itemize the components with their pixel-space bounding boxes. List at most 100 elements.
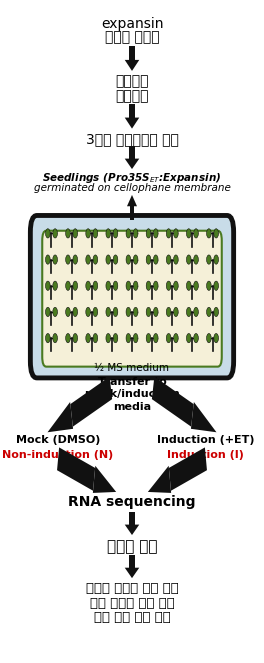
Polygon shape — [125, 158, 139, 169]
Ellipse shape — [194, 255, 198, 264]
Polygon shape — [129, 146, 135, 158]
Ellipse shape — [46, 229, 50, 238]
Polygon shape — [70, 377, 112, 427]
Ellipse shape — [174, 333, 178, 343]
Text: mock/induction: mock/induction — [84, 389, 180, 399]
Ellipse shape — [46, 281, 50, 290]
Ellipse shape — [133, 333, 138, 343]
Ellipse shape — [207, 281, 211, 290]
Ellipse shape — [174, 229, 178, 238]
Polygon shape — [93, 466, 116, 493]
Ellipse shape — [46, 333, 50, 343]
FancyBboxPatch shape — [30, 215, 234, 378]
Ellipse shape — [113, 229, 118, 238]
Ellipse shape — [86, 255, 91, 264]
Ellipse shape — [73, 255, 78, 264]
Ellipse shape — [166, 255, 171, 264]
Ellipse shape — [133, 281, 138, 290]
Ellipse shape — [153, 333, 158, 343]
Ellipse shape — [113, 281, 118, 290]
Text: Non-induction (N): Non-induction (N) — [2, 450, 114, 459]
Ellipse shape — [73, 281, 78, 290]
Ellipse shape — [93, 281, 98, 290]
Ellipse shape — [86, 333, 91, 343]
Text: media: media — [113, 402, 151, 412]
Ellipse shape — [214, 308, 219, 317]
Text: ½ MS medium: ½ MS medium — [95, 363, 169, 373]
Ellipse shape — [86, 308, 91, 317]
Ellipse shape — [194, 333, 198, 343]
Ellipse shape — [174, 308, 178, 317]
Text: RNA sequencing: RNA sequencing — [68, 495, 196, 509]
Ellipse shape — [66, 333, 70, 343]
Ellipse shape — [214, 255, 219, 264]
Ellipse shape — [73, 229, 78, 238]
Polygon shape — [152, 377, 194, 427]
Text: Induction (I): Induction (I) — [167, 450, 244, 459]
Ellipse shape — [46, 255, 50, 264]
Ellipse shape — [53, 229, 58, 238]
Ellipse shape — [153, 229, 158, 238]
Text: Induction (+ET): Induction (+ET) — [157, 435, 255, 445]
Ellipse shape — [46, 308, 50, 317]
Text: 선별된 유전자 발현 확인: 선별된 유전자 발현 확인 — [86, 582, 178, 595]
Ellipse shape — [194, 229, 198, 238]
Polygon shape — [148, 466, 171, 493]
Ellipse shape — [166, 333, 171, 343]
Ellipse shape — [146, 308, 151, 317]
Text: 애기장대: 애기장대 — [115, 74, 149, 88]
Ellipse shape — [133, 229, 138, 238]
Ellipse shape — [113, 255, 118, 264]
FancyBboxPatch shape — [42, 231, 222, 367]
Ellipse shape — [126, 281, 131, 290]
Ellipse shape — [153, 255, 158, 264]
Ellipse shape — [214, 229, 219, 238]
Ellipse shape — [113, 333, 118, 343]
Ellipse shape — [174, 255, 178, 264]
Polygon shape — [125, 60, 139, 71]
Text: 3세대 동형접합체 선별: 3세대 동형접합체 선별 — [86, 133, 178, 147]
Ellipse shape — [113, 308, 118, 317]
Polygon shape — [125, 117, 139, 129]
Ellipse shape — [186, 255, 191, 264]
Text: Mock (DMSO): Mock (DMSO) — [16, 435, 100, 445]
Ellipse shape — [146, 333, 151, 343]
Text: 타깃 유전자 기능 분류: 타깃 유전자 기능 분류 — [89, 597, 175, 610]
Ellipse shape — [126, 229, 131, 238]
Ellipse shape — [146, 229, 151, 238]
Ellipse shape — [194, 281, 198, 290]
Text: 유전체 분석: 유전체 분석 — [107, 539, 157, 554]
Ellipse shape — [153, 308, 158, 317]
Ellipse shape — [174, 281, 178, 290]
Ellipse shape — [146, 255, 151, 264]
Ellipse shape — [66, 229, 70, 238]
Ellipse shape — [133, 255, 138, 264]
Ellipse shape — [106, 281, 111, 290]
Ellipse shape — [207, 229, 211, 238]
Polygon shape — [127, 195, 137, 206]
Polygon shape — [129, 104, 135, 117]
Polygon shape — [129, 555, 135, 568]
Ellipse shape — [126, 308, 131, 317]
Ellipse shape — [106, 229, 111, 238]
Ellipse shape — [106, 333, 111, 343]
Text: 형질전환: 형질전환 — [115, 89, 149, 103]
Text: germinated on cellophane membrane: germinated on cellophane membrane — [34, 183, 230, 193]
Polygon shape — [169, 448, 207, 491]
Ellipse shape — [53, 333, 58, 343]
Ellipse shape — [186, 308, 191, 317]
Ellipse shape — [66, 281, 70, 290]
Polygon shape — [191, 402, 216, 432]
Ellipse shape — [207, 308, 211, 317]
Ellipse shape — [93, 255, 98, 264]
Ellipse shape — [126, 333, 131, 343]
Ellipse shape — [53, 308, 58, 317]
Ellipse shape — [207, 255, 211, 264]
Ellipse shape — [106, 308, 111, 317]
Ellipse shape — [186, 281, 191, 290]
Ellipse shape — [66, 255, 70, 264]
Ellipse shape — [214, 333, 219, 343]
Ellipse shape — [194, 308, 198, 317]
Ellipse shape — [126, 255, 131, 264]
Ellipse shape — [186, 333, 191, 343]
